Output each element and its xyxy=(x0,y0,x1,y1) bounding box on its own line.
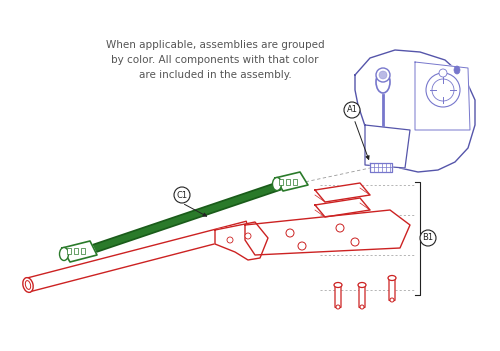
Polygon shape xyxy=(275,172,308,191)
Polygon shape xyxy=(245,210,410,255)
FancyBboxPatch shape xyxy=(359,285,365,307)
Polygon shape xyxy=(26,221,250,292)
Circle shape xyxy=(344,102,360,118)
Circle shape xyxy=(227,237,233,243)
Circle shape xyxy=(298,242,306,250)
Polygon shape xyxy=(365,125,410,168)
Polygon shape xyxy=(315,183,370,202)
Circle shape xyxy=(420,230,436,246)
Ellipse shape xyxy=(360,305,364,309)
Circle shape xyxy=(439,69,447,77)
Ellipse shape xyxy=(60,247,68,260)
Ellipse shape xyxy=(358,283,366,287)
Text: A1: A1 xyxy=(346,106,358,114)
Circle shape xyxy=(376,68,390,82)
Ellipse shape xyxy=(376,71,390,93)
Ellipse shape xyxy=(26,280,30,290)
Ellipse shape xyxy=(388,276,396,280)
FancyBboxPatch shape xyxy=(335,285,341,307)
Polygon shape xyxy=(315,198,370,217)
Polygon shape xyxy=(415,62,470,130)
Circle shape xyxy=(245,233,251,239)
Ellipse shape xyxy=(272,178,281,191)
Ellipse shape xyxy=(334,283,342,287)
Ellipse shape xyxy=(23,278,33,292)
Polygon shape xyxy=(62,241,97,262)
Circle shape xyxy=(351,238,359,246)
Bar xyxy=(286,179,290,185)
Ellipse shape xyxy=(336,305,340,309)
Text: B1: B1 xyxy=(422,233,434,243)
Circle shape xyxy=(174,187,190,203)
Circle shape xyxy=(336,224,344,232)
Text: When applicable, assemblies are grouped
by color. All components with that color: When applicable, assemblies are grouped … xyxy=(106,40,324,80)
Bar xyxy=(81,248,85,254)
Polygon shape xyxy=(355,50,475,172)
Bar xyxy=(67,248,71,254)
Polygon shape xyxy=(370,163,392,172)
Circle shape xyxy=(432,79,454,101)
Ellipse shape xyxy=(390,298,394,302)
Text: C1: C1 xyxy=(176,191,188,199)
Bar xyxy=(74,248,78,254)
FancyBboxPatch shape xyxy=(389,278,395,300)
Ellipse shape xyxy=(454,66,460,74)
Bar xyxy=(279,179,283,185)
Bar xyxy=(293,179,297,185)
Circle shape xyxy=(426,73,460,107)
Polygon shape xyxy=(215,222,268,260)
Circle shape xyxy=(379,71,387,79)
Circle shape xyxy=(286,229,294,237)
